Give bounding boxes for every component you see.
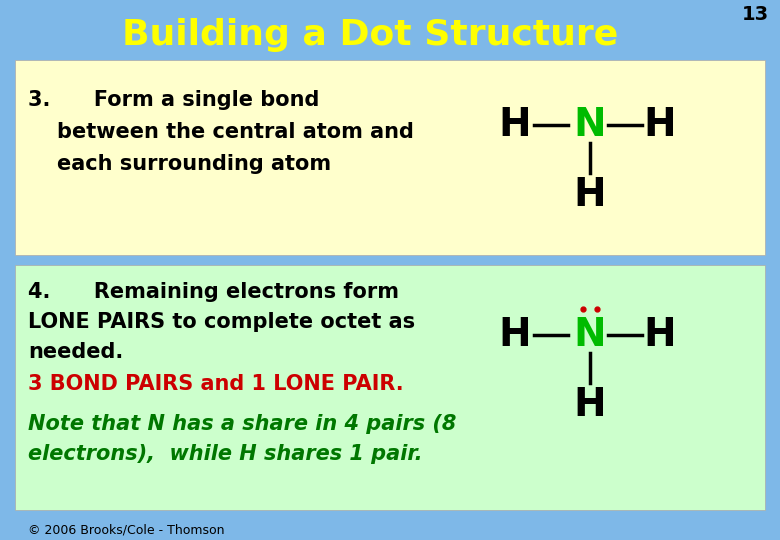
Text: Building a Dot Structure: Building a Dot Structure <box>122 18 618 52</box>
FancyBboxPatch shape <box>15 265 765 510</box>
Text: H: H <box>573 176 606 214</box>
Text: H: H <box>498 106 531 144</box>
Text: Note that N has a share in 4 pairs (8: Note that N has a share in 4 pairs (8 <box>28 414 456 434</box>
Text: N: N <box>573 316 606 354</box>
Text: 4.      Remaining electrons form: 4. Remaining electrons form <box>28 282 399 302</box>
Text: electrons),  while H shares 1 pair.: electrons), while H shares 1 pair. <box>28 444 423 464</box>
Text: each surrounding atom: each surrounding atom <box>28 154 332 174</box>
Text: H: H <box>644 106 676 144</box>
Text: LONE PAIRS to complete octet as: LONE PAIRS to complete octet as <box>28 312 415 332</box>
FancyBboxPatch shape <box>15 60 765 255</box>
Text: 3.      Form a single bond: 3. Form a single bond <box>28 90 319 110</box>
Text: H: H <box>573 386 606 424</box>
Text: H: H <box>498 316 531 354</box>
Text: 13: 13 <box>742 4 768 24</box>
Text: between the central atom and: between the central atom and <box>28 122 414 142</box>
Text: 3 BOND PAIRS and 1 LONE PAIR.: 3 BOND PAIRS and 1 LONE PAIR. <box>28 374 403 394</box>
Text: H: H <box>644 316 676 354</box>
Text: needed.: needed. <box>28 342 123 362</box>
Text: © 2006 Brooks/Cole - Thomson: © 2006 Brooks/Cole - Thomson <box>28 523 225 537</box>
Text: N: N <box>573 106 606 144</box>
